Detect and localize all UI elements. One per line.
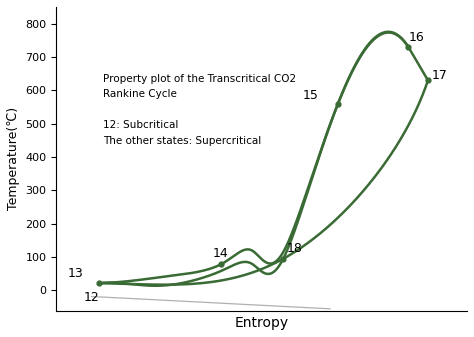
Text: 14: 14 xyxy=(213,247,228,261)
Text: Property plot of the Transcritical CO2
Rankine Cycle

12: Subcritical
The other : Property plot of the Transcritical CO2 R… xyxy=(103,74,296,146)
Y-axis label: Temperature(℃): Temperature(℃) xyxy=(7,107,20,210)
X-axis label: Entropy: Entropy xyxy=(235,316,289,330)
Text: 13: 13 xyxy=(68,268,84,280)
Text: 18: 18 xyxy=(287,242,303,255)
Text: 12: 12 xyxy=(84,291,100,304)
Text: 16: 16 xyxy=(408,31,424,43)
Text: 15: 15 xyxy=(303,89,319,102)
Text: 17: 17 xyxy=(432,69,447,82)
